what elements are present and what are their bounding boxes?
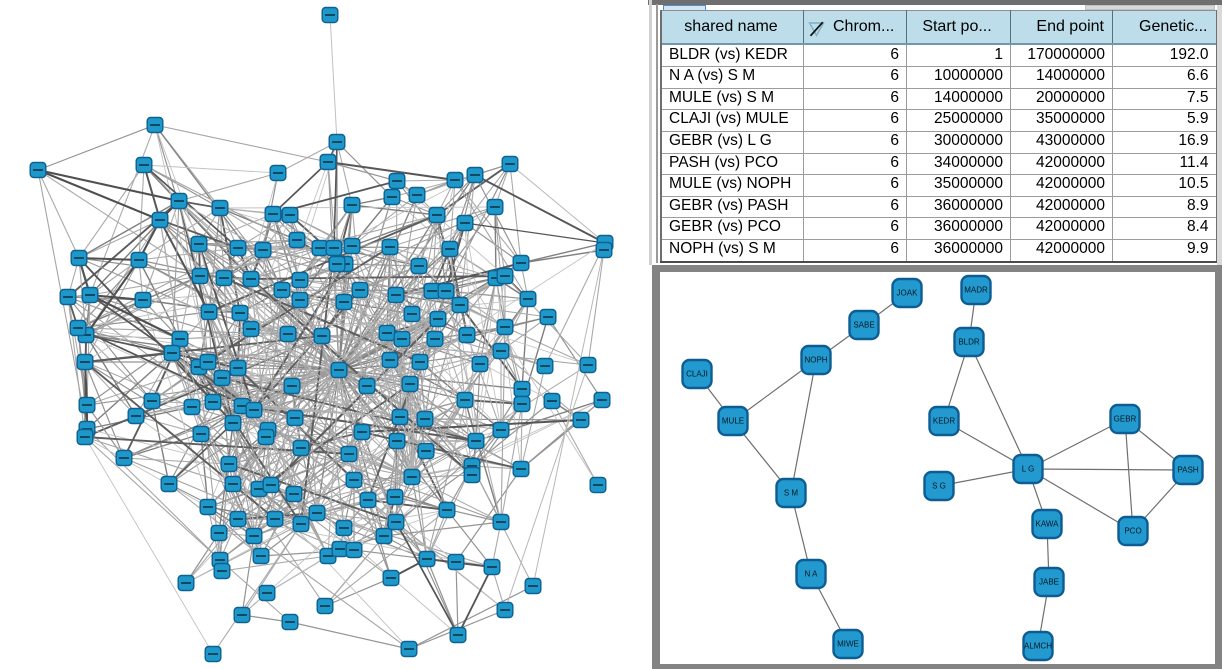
svg-text:L G: L G [1022,465,1035,474]
svg-text:S G: S G [932,482,946,491]
svg-text:KEDR: KEDR [933,417,955,426]
svg-text:GEBR: GEBR [1114,415,1137,424]
svg-text:KAWA: KAWA [1036,520,1060,529]
svg-text:MADR: MADR [964,286,988,295]
svg-text:MIWE: MIWE [837,640,859,649]
svg-text:JOAK: JOAK [897,289,919,298]
svg-text:S M: S M [784,489,799,498]
svg-text:JABE: JABE [1039,578,1059,587]
svg-text:PASH: PASH [1177,466,1198,475]
svg-text:SABE: SABE [853,321,874,330]
svg-text:PCO: PCO [1124,527,1141,536]
svg-text:CLAJI: CLAJI [686,370,708,379]
svg-text:BLDR: BLDR [958,338,980,347]
svg-text:MULE: MULE [722,417,744,426]
svg-text:NOPH: NOPH [804,356,827,365]
svg-text:ALMCH: ALMCH [1024,642,1052,651]
svg-text:N A: N A [805,570,819,579]
